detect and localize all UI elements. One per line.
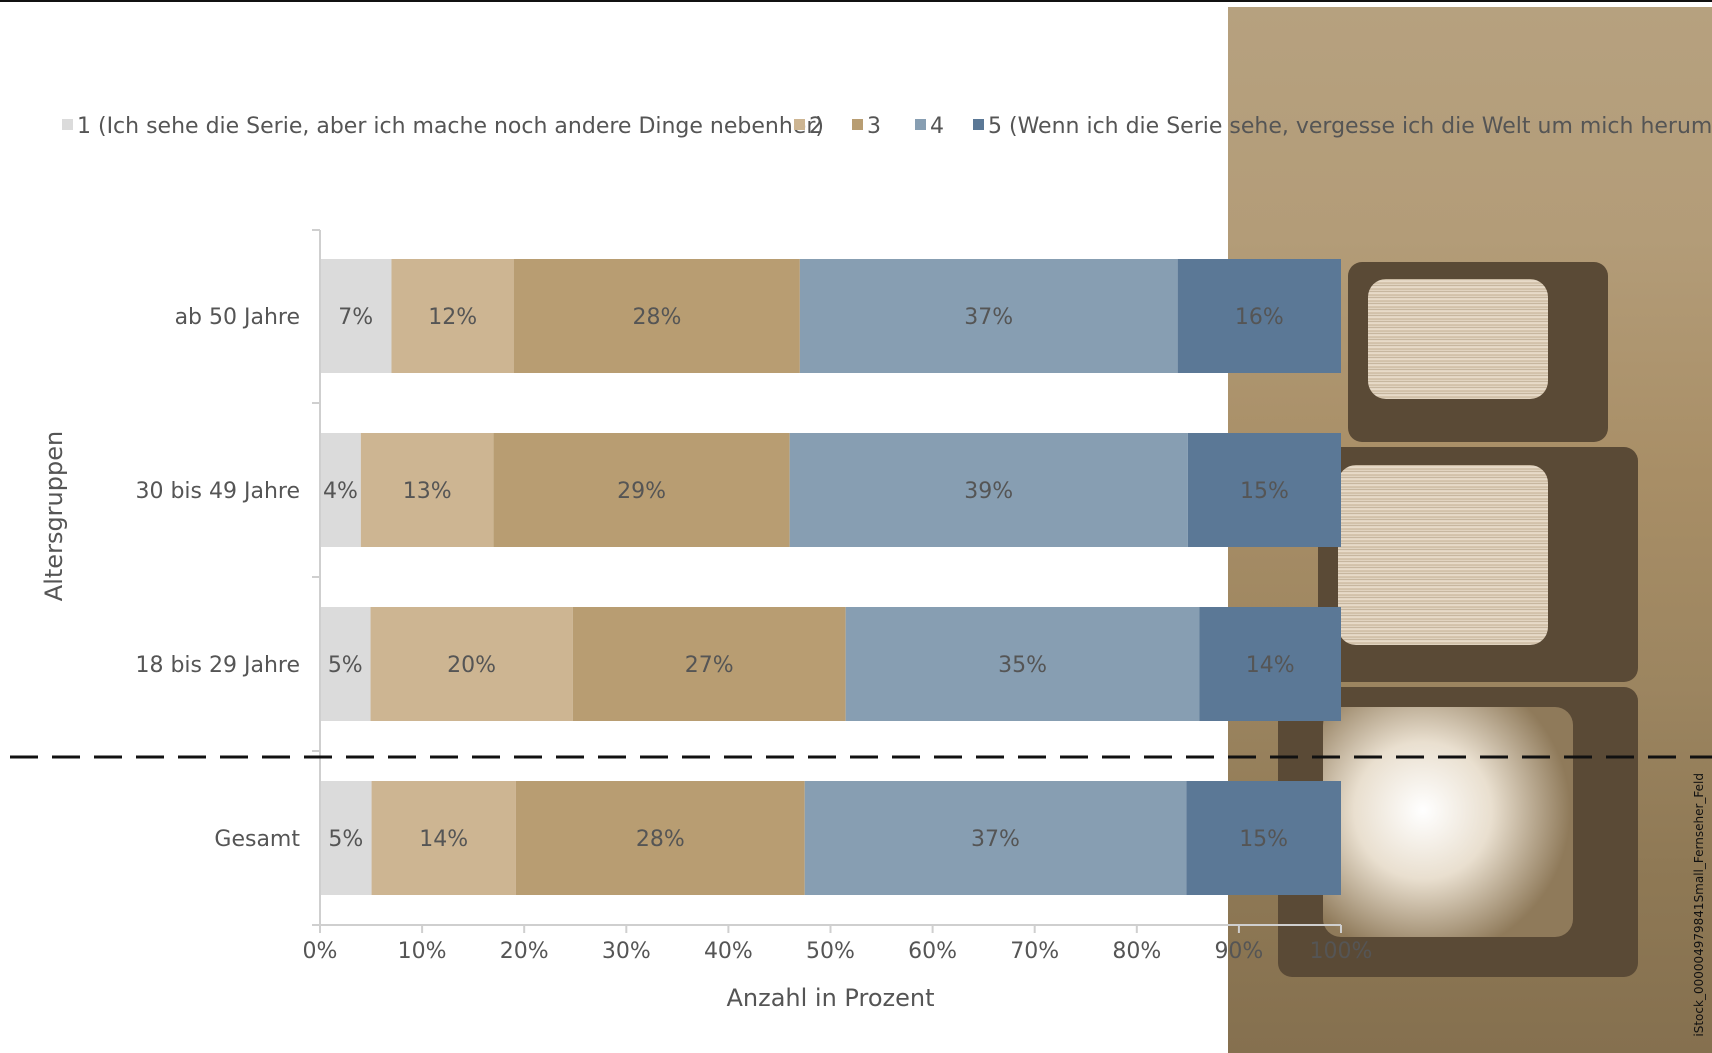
bar-segment-r1-s3 [493, 433, 790, 547]
bar-segment-r0-s1 [320, 259, 392, 373]
bars: 7% 12% 28% 37% 16% ab 50 Jahre 4% 13% 29% 39% 15% 3… [135, 259, 1341, 895]
x-tick-label-1: 10% [398, 939, 447, 964]
legend-swatch-3 [852, 119, 863, 130]
bar-segment-r1-s2 [360, 433, 494, 547]
data-label-r1-s4: 39% [964, 479, 1013, 504]
bar-segment-r0-s3 [513, 259, 800, 373]
bar-segment-r1-s5 [1187, 433, 1341, 547]
bar-segment-r2-s3 [572, 607, 846, 721]
category-label-3: Gesamt [214, 827, 300, 852]
category-label-1: 30 bis 49 Jahre [135, 479, 300, 504]
category-label-0: ab 50 Jahre [175, 305, 300, 330]
x-tick-label-4: 40% [704, 939, 753, 964]
bar-segment-r0-s2 [391, 259, 514, 373]
legend-swatch-1 [62, 119, 73, 130]
bar-segment-r3-s4 [804, 781, 1187, 895]
tv-bottom-screen [1323, 707, 1573, 937]
bar-segment-r3-s5 [1186, 781, 1341, 895]
x-tick-label-2: 20% [500, 939, 549, 964]
data-label-r2-s3: 27% [685, 653, 734, 678]
data-label-r2-s5: 14% [1246, 653, 1295, 678]
x-tick-label-0: 0% [303, 939, 338, 964]
x-tick-label-8: 80% [1112, 939, 1161, 964]
x-axis-title: Anzahl in Prozent [726, 984, 934, 1012]
bar-segment-r3-s1 [320, 781, 372, 895]
data-label-r2-s4: 35% [998, 653, 1047, 678]
legend-swatch-2 [794, 119, 805, 130]
data-label-r1-s1: 4% [323, 479, 358, 504]
legend-label-3: 3 [867, 114, 881, 139]
x-tick-label-9: 90% [1214, 939, 1263, 964]
bar-segment-r3-s2 [371, 781, 516, 895]
legend-label-4: 4 [930, 114, 944, 139]
bar-segment-r3-s3 [515, 781, 805, 895]
data-label-r2-s1: 5% [328, 653, 363, 678]
category-label-2: 18 bis 29 Jahre [135, 653, 300, 678]
bar-segment-r1-s4 [789, 433, 1188, 547]
data-label-r3-s2: 14% [419, 827, 468, 852]
data-label-r1-s2: 13% [403, 479, 452, 504]
data-label-r1-s3: 29% [617, 479, 666, 504]
data-label-r3-s4: 37% [971, 827, 1020, 852]
bar-segment-r1-s1 [320, 433, 361, 547]
tv-middle-screen [1338, 465, 1548, 645]
data-label-r0-s2: 12% [428, 305, 477, 330]
x-tick-label-5: 50% [806, 939, 855, 964]
bar-segment-r2-s4 [845, 607, 1200, 721]
data-label-r0-s5: 16% [1235, 305, 1284, 330]
x-tick-label-7: 70% [1010, 939, 1059, 964]
legend-label-1: 1 (Ich sehe die Serie, aber ich mache no… [77, 114, 824, 139]
data-label-r3-s3: 28% [636, 827, 685, 852]
data-label-r3-s1: 5% [328, 827, 363, 852]
legend-swatch-4 [915, 119, 926, 130]
axes: 0% 10% 20% 30% 40% 50% 60% 70% 80% 90% 100% Anzahl … [10, 229, 1712, 1012]
tv-top-screen [1368, 279, 1548, 399]
x-tick-label-10: 100% [1310, 939, 1373, 964]
bar-segment-r0-s4 [799, 259, 1178, 373]
data-label-r1-s5: 15% [1240, 479, 1289, 504]
bar-segment-r2-s5 [1199, 607, 1341, 721]
legend-label-5: 5 (Wenn ich die Serie sehe, vergesse ich… [988, 114, 1712, 139]
x-tick-label-6: 60% [908, 939, 957, 964]
top-rule [0, 0, 1712, 2]
data-label-r0-s4: 37% [964, 305, 1013, 330]
y-axis-title: Altersgruppen [40, 431, 68, 601]
data-label-r0-s3: 28% [632, 305, 681, 330]
bar-segment-r0-s5 [1177, 259, 1341, 373]
x-tick-label-3: 30% [602, 939, 651, 964]
data-label-r2-s2: 20% [447, 653, 496, 678]
legend: 1 (Ich sehe die Serie, aber ich mache no… [62, 114, 1712, 139]
bar-segment-r2-s2 [370, 607, 573, 721]
bar-segment-r2-s1 [320, 607, 371, 721]
data-label-r3-s5: 15% [1239, 827, 1288, 852]
legend-swatch-5 [973, 119, 984, 130]
data-label-r0-s1: 7% [338, 305, 373, 330]
legend-label-2: 2 [809, 114, 823, 139]
